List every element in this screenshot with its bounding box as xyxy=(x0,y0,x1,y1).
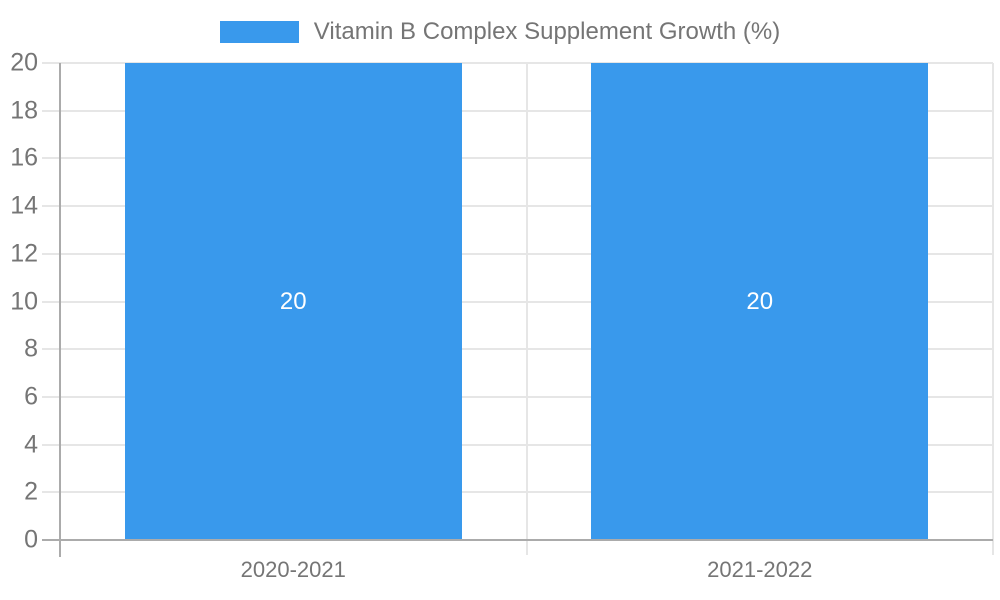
y-axis-labels: 0 2 4 6 8 10 12 14 16 18 20 xyxy=(0,50,38,552)
category-boundary-gridline xyxy=(525,63,528,555)
chart-title: Vitamin B Complex Supplement Growth (%) xyxy=(313,18,781,45)
y-tick-label: 4 xyxy=(24,430,38,459)
gridline-y-14 xyxy=(42,205,993,208)
chart-legend: Vitamin B Complex Supplement Growth (%) xyxy=(0,18,1000,46)
plot-area: 20 20 xyxy=(42,62,994,557)
gridline-y-18 xyxy=(42,109,993,112)
y-axis-line xyxy=(59,63,61,557)
y-tick-label: 18 xyxy=(10,96,38,125)
y-tick-label: 20 xyxy=(10,48,38,77)
gridline-y-2 xyxy=(42,491,993,494)
bar-value-label: 20 xyxy=(746,287,774,315)
gridline-y-16 xyxy=(42,157,993,160)
x-axis-labels: 2020-2021 2021-2022 xyxy=(60,540,993,595)
y-tick-label: 16 xyxy=(10,143,38,172)
y-tick-label: 14 xyxy=(10,191,38,220)
y-tick-label: 0 xyxy=(24,525,38,554)
y-tick-label: 6 xyxy=(24,382,38,411)
bar-2021-2022: 20 xyxy=(591,63,929,540)
gridline-y-4 xyxy=(42,443,993,446)
y-tick-label: 8 xyxy=(24,334,38,363)
legend-swatch xyxy=(219,21,299,43)
gridline-y-20 xyxy=(42,62,993,64)
gridline-y-12 xyxy=(42,252,993,255)
gridline-y-6 xyxy=(42,395,993,398)
bar-2020-2021: 20 xyxy=(124,63,462,540)
y-tick-label: 10 xyxy=(10,287,38,315)
x-axis-baseline xyxy=(42,539,993,541)
x-tick-label: 2020-2021 xyxy=(240,557,346,582)
category-boundary-gridline xyxy=(992,63,994,555)
bar-value-label: 20 xyxy=(279,287,307,315)
x-tick-label: 2021-2022 xyxy=(707,557,813,582)
y-tick-label: 2 xyxy=(24,477,38,506)
gridline-y-8 xyxy=(42,348,993,351)
y-tick-label: 12 xyxy=(10,239,38,268)
gridline-y-10 xyxy=(42,300,993,303)
